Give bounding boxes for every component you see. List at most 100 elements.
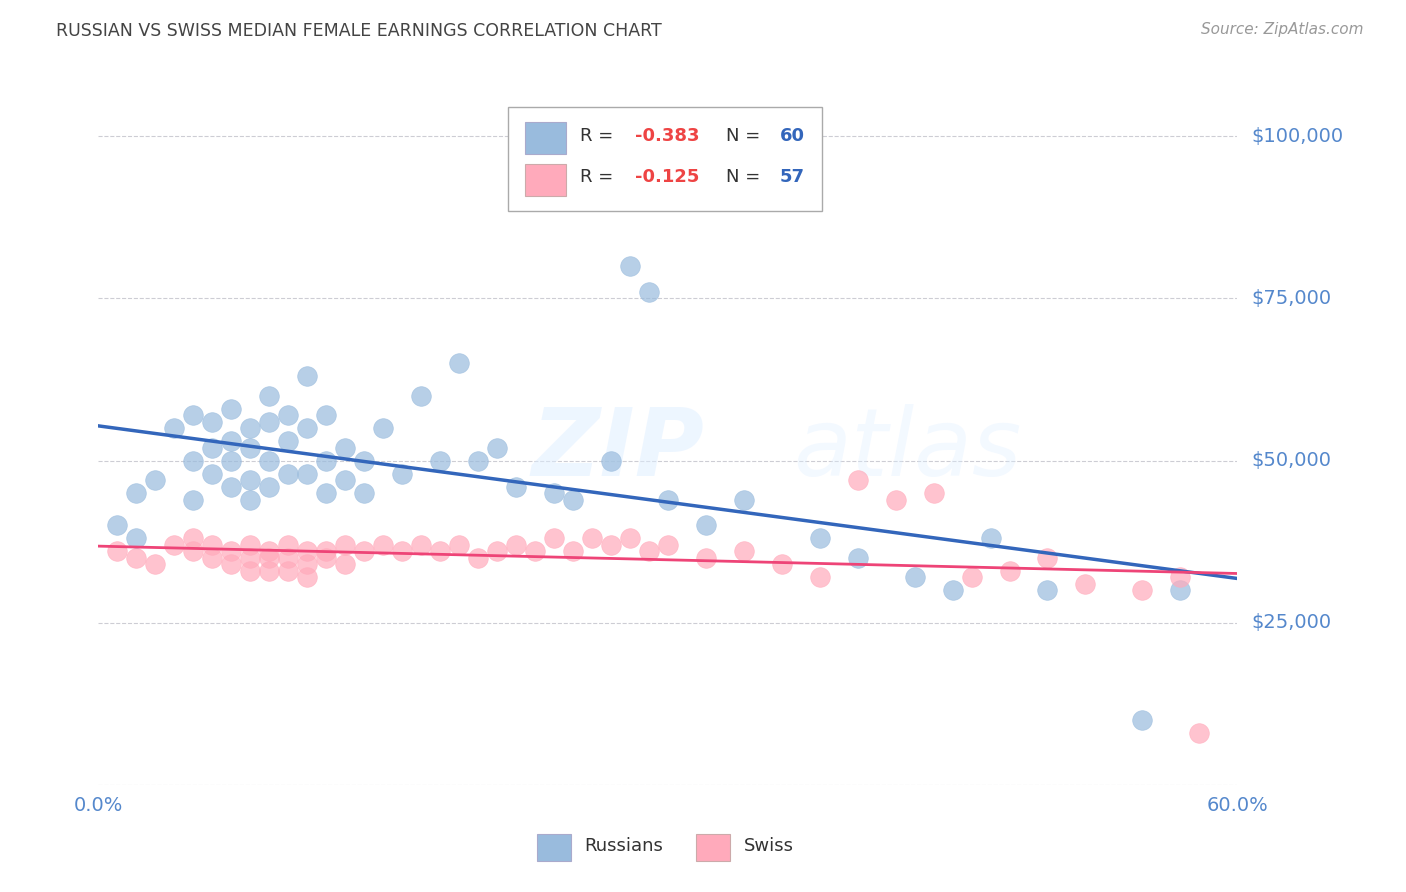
Point xyxy=(183,532,205,546)
Point xyxy=(221,558,243,572)
Point xyxy=(201,550,224,565)
Point xyxy=(449,356,471,370)
Point xyxy=(335,441,357,455)
Point xyxy=(239,550,262,565)
Point xyxy=(695,550,717,565)
Point xyxy=(201,538,224,552)
Point xyxy=(505,479,527,493)
Point xyxy=(1170,570,1192,584)
Point xyxy=(429,453,451,467)
Point xyxy=(259,415,281,429)
Text: $75,000: $75,000 xyxy=(1251,289,1331,308)
Point xyxy=(619,259,641,273)
Point xyxy=(543,532,565,546)
Point xyxy=(371,538,394,552)
Point xyxy=(221,479,243,493)
Point xyxy=(562,544,585,558)
Point xyxy=(335,473,357,487)
Point xyxy=(411,538,433,552)
Point xyxy=(145,473,167,487)
Point xyxy=(277,564,299,578)
Text: $25,000: $25,000 xyxy=(1251,614,1331,632)
Point xyxy=(505,538,527,552)
Point xyxy=(733,544,755,558)
Point xyxy=(600,453,623,467)
FancyBboxPatch shape xyxy=(537,834,571,862)
Point xyxy=(277,408,299,422)
Point xyxy=(125,532,148,546)
Point xyxy=(581,532,603,546)
Point xyxy=(277,538,299,552)
Point xyxy=(733,492,755,507)
Point xyxy=(353,544,375,558)
Point xyxy=(239,564,262,578)
Text: Russians: Russians xyxy=(585,837,664,855)
Point xyxy=(353,453,375,467)
Point xyxy=(429,544,451,558)
Point xyxy=(297,421,319,435)
Point xyxy=(183,492,205,507)
Text: 60: 60 xyxy=(779,127,804,145)
Point xyxy=(315,544,337,558)
Point xyxy=(600,538,623,552)
Point xyxy=(1132,713,1154,727)
Text: ZIP: ZIP xyxy=(531,403,704,496)
Point xyxy=(221,401,243,416)
FancyBboxPatch shape xyxy=(526,163,567,195)
Point xyxy=(221,453,243,467)
Point xyxy=(524,544,547,558)
Point xyxy=(998,564,1021,578)
Point xyxy=(449,538,471,552)
Point xyxy=(239,421,262,435)
Point xyxy=(979,532,1001,546)
Point xyxy=(315,486,337,500)
Point xyxy=(391,467,413,481)
Point xyxy=(239,538,262,552)
Point xyxy=(1132,583,1154,598)
Point xyxy=(353,486,375,500)
Point xyxy=(335,538,357,552)
Point xyxy=(145,558,167,572)
Point xyxy=(277,434,299,449)
Point xyxy=(259,550,281,565)
Point xyxy=(201,415,224,429)
Y-axis label: Median Female Earnings: Median Female Earnings xyxy=(0,318,8,539)
Text: -0.383: -0.383 xyxy=(636,127,699,145)
Point xyxy=(922,486,945,500)
Point xyxy=(543,486,565,500)
Point xyxy=(259,479,281,493)
Point xyxy=(183,453,205,467)
Point xyxy=(638,544,661,558)
Point xyxy=(619,532,641,546)
Text: -0.125: -0.125 xyxy=(636,168,699,186)
Point xyxy=(297,544,319,558)
Point xyxy=(183,408,205,422)
Point xyxy=(277,467,299,481)
Point xyxy=(107,518,129,533)
Text: Source: ZipAtlas.com: Source: ZipAtlas.com xyxy=(1201,22,1364,37)
Point xyxy=(657,492,679,507)
Text: N =: N = xyxy=(725,168,766,186)
Text: R =: R = xyxy=(581,127,619,145)
Point xyxy=(201,467,224,481)
Point xyxy=(467,550,489,565)
Point xyxy=(846,550,869,565)
Point xyxy=(884,492,907,507)
Point xyxy=(239,492,262,507)
Point xyxy=(904,570,927,584)
Point xyxy=(297,467,319,481)
Point xyxy=(808,570,831,584)
Point xyxy=(770,558,793,572)
Point xyxy=(335,558,357,572)
Point xyxy=(239,441,262,455)
Point xyxy=(297,558,319,572)
Point xyxy=(221,434,243,449)
Point xyxy=(695,518,717,533)
FancyBboxPatch shape xyxy=(509,107,821,211)
Point xyxy=(638,285,661,299)
Point xyxy=(315,408,337,422)
Point xyxy=(391,544,413,558)
Point xyxy=(562,492,585,507)
Point xyxy=(297,369,319,384)
Point xyxy=(277,550,299,565)
